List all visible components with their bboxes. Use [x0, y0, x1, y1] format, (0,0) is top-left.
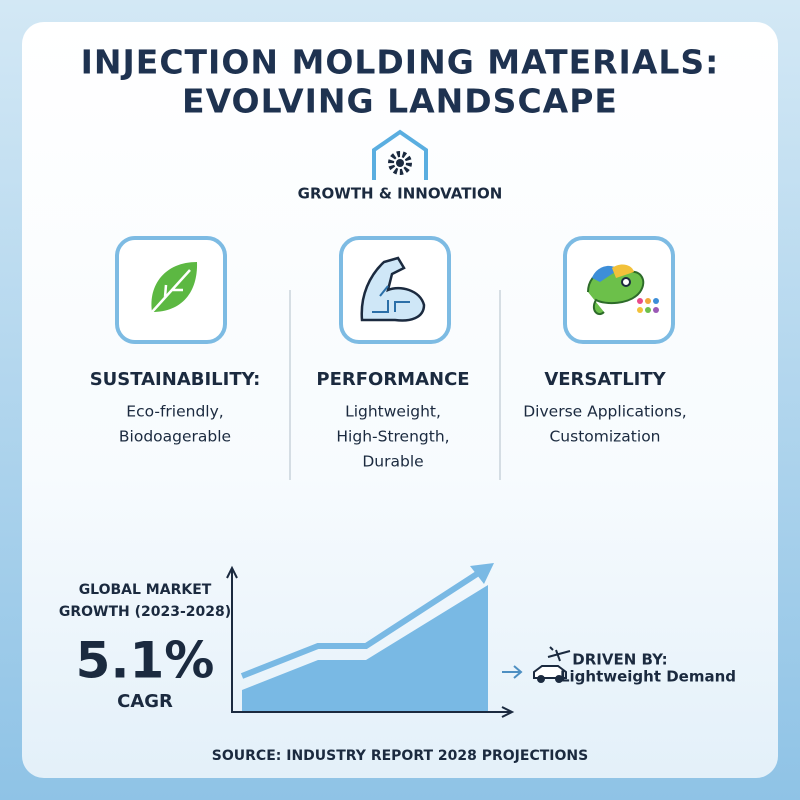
pillar-heading: SUSTAINABILITY:: [90, 369, 261, 390]
pillar-description: Customization: [549, 428, 660, 446]
growth-graphic: [226, 563, 515, 718]
growth-area: [242, 585, 488, 712]
title-line: INJECTION MOLDING MATERIALS:: [81, 43, 720, 82]
arm: [360, 256, 426, 322]
driver-label: DRIVEN BY:: [572, 651, 667, 669]
icon-box: [563, 236, 675, 344]
driver-text: Lightweight Demand: [560, 668, 736, 686]
leaf-vein: [151, 269, 191, 313]
axis-arrows: [226, 565, 515, 718]
chameleon-crest: [612, 264, 634, 278]
plane-icon: [547, 646, 571, 662]
driver-icons: [502, 646, 571, 683]
axes: [231, 570, 510, 713]
house-gear-icon: [372, 129, 428, 180]
pillar-heading: PERFORMANCE: [316, 369, 469, 390]
market-value: 5.1%: [76, 632, 215, 690]
source: SOURCE: INDUSTRY REPORT 2028 PROJECTIONS: [212, 748, 588, 764]
color-dots: [637, 298, 659, 313]
gear-core: [396, 159, 404, 167]
card: [22, 22, 778, 778]
pillar-heading: VERSATLITY: [544, 369, 666, 390]
gear: [388, 151, 412, 175]
pillar-description: Eco-friendly,: [126, 403, 223, 421]
pillars: SUSTAINABILITY: Eco-friendly, Biodoagerabl…: [90, 369, 687, 471]
subtitle: GROWTH & INNOVATION: [298, 185, 503, 203]
market-unit: CAGR: [117, 691, 173, 712]
growth-line: [240, 569, 482, 679]
chameleon-eye: [621, 277, 631, 287]
icon-box: [115, 236, 227, 344]
pillar-description: Biodoagerable: [119, 428, 231, 446]
chameleon-crest: [592, 265, 618, 282]
house-outline: [372, 129, 428, 180]
market-label: GROWTH (2023-2028): [59, 604, 231, 620]
car-icon: [533, 665, 567, 679]
pillar-description: Diverse Applications,: [523, 403, 686, 421]
growth-arrowhead: [470, 563, 494, 584]
circuit: [372, 285, 410, 313]
title-line: EVOLVING LANDSCAPE: [182, 82, 618, 121]
pillar-description: Lightweight,: [345, 403, 441, 421]
pillar-description: High-Strength,: [336, 428, 449, 446]
pillar-description: Durable: [362, 453, 423, 471]
icon-box: [339, 236, 451, 344]
driver-arrow: [502, 665, 523, 679]
market-label: GLOBAL MARKET: [79, 582, 212, 598]
